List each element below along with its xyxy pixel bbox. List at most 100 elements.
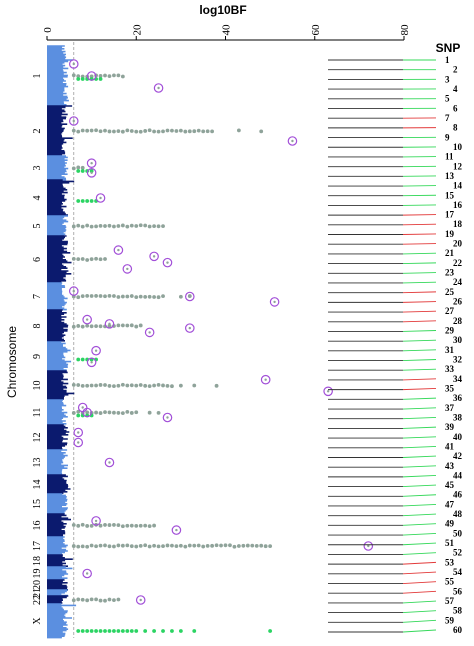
- snp-connector: [402, 281, 437, 284]
- hit-point-gray: [76, 165, 81, 170]
- hit-point-gray: [156, 383, 161, 387]
- snp-connector: [402, 407, 437, 410]
- hit-point-gray: [152, 383, 157, 388]
- snp-label: 55: [445, 577, 455, 587]
- hit-point-gray: [134, 324, 139, 329]
- hit-point-gray: [71, 256, 76, 261]
- hit-point-gray: [138, 323, 143, 328]
- hit-point-green: [120, 629, 125, 633]
- snp-connector-panel: 1234567891011121314151617181920212223242…: [328, 55, 463, 635]
- hit-point-gray: [241, 543, 246, 548]
- hit-point-green: [80, 169, 85, 173]
- hit-point-gray: [254, 543, 259, 548]
- snp-label: 26: [453, 297, 463, 307]
- top-snp-point: [152, 255, 156, 258]
- hit-point-gray: [98, 411, 103, 415]
- chromosome-band-19: [47, 566, 73, 581]
- hit-point-gray: [125, 323, 130, 328]
- hit-point-gray: [134, 224, 139, 228]
- hit-point-gray: [232, 544, 237, 549]
- top-snp-marker: [144, 327, 155, 338]
- hit-point-gray: [120, 294, 125, 299]
- top-snp-point: [94, 349, 98, 352]
- hit-point-gray: [156, 544, 161, 549]
- hit-point-gray: [107, 129, 112, 134]
- chromosome-band-3: [47, 155, 69, 181]
- top-snp-point: [72, 119, 75, 123]
- top-snp-marker: [113, 245, 124, 255]
- hit-point-gray: [89, 257, 94, 262]
- top-snp-point: [90, 162, 93, 165]
- snp-connector: [402, 349, 437, 352]
- hit-point-gray: [80, 597, 85, 602]
- y-axis-title: Chromosome: [5, 326, 19, 398]
- hit-point-gray: [143, 383, 148, 388]
- snp-connector: [402, 426, 437, 429]
- hit-point-gray: [178, 294, 183, 299]
- top-snp-marker: [185, 323, 195, 333]
- hit-point-gray: [147, 410, 152, 415]
- hit-point-gray: [138, 223, 143, 228]
- hit-point-gray: [116, 383, 121, 388]
- hit-point-gray: [120, 382, 125, 387]
- snp-label: 15: [445, 190, 455, 200]
- hit-point-gray: [138, 129, 143, 134]
- chromosome-label: 15: [32, 499, 43, 509]
- top-snp-marker: [149, 251, 159, 262]
- top-snp-marker: [91, 516, 101, 526]
- hit-point-gray: [85, 294, 90, 298]
- chromosome-density: [47, 235, 72, 283]
- top-snp-marker: [95, 193, 106, 203]
- hit-point-gray: [138, 383, 143, 387]
- top-snp-point: [126, 267, 129, 271]
- hit-point-green: [80, 357, 85, 362]
- snp-connector: [402, 465, 437, 468]
- hit-point-gray: [98, 257, 103, 262]
- chromosome-band-21: [47, 589, 68, 597]
- hit-point-gray: [143, 294, 148, 299]
- hit-point-gray: [94, 128, 98, 133]
- snp-label: 11: [445, 152, 454, 162]
- hit-point-gray: [138, 543, 143, 548]
- chromosome-density: [47, 474, 71, 494]
- hit-point-gray: [98, 383, 103, 387]
- hit-point-gray: [80, 128, 85, 133]
- hit-point-gray: [259, 129, 264, 134]
- chromosome-label: 21: [32, 588, 43, 598]
- snp-connector: [402, 204, 437, 206]
- top-snp-point: [90, 361, 93, 364]
- snp-connector: [402, 233, 437, 235]
- hit-point-gray: [183, 544, 188, 549]
- hit-point-gray: [259, 543, 264, 548]
- snp-label: 28: [453, 316, 463, 326]
- hit-point-gray: [76, 295, 81, 300]
- chromosome-label: 6: [32, 257, 43, 262]
- hit-point-gray: [76, 129, 81, 134]
- hit-point-gray: [89, 383, 94, 388]
- hit-point-gray: [71, 411, 76, 415]
- top-snp-marker: [185, 291, 195, 302]
- chromosome-band-14: [47, 474, 71, 494]
- hit-point-gray: [76, 324, 81, 328]
- hit-point-green: [76, 77, 81, 81]
- hit-point-gray: [71, 523, 76, 527]
- hit-point-gray: [71, 224, 76, 229]
- hit-point-gray: [80, 522, 85, 527]
- hit-point-gray: [125, 409, 130, 414]
- hit-point-green: [76, 199, 81, 203]
- hit-point-gray: [103, 598, 107, 603]
- snp-label: 4: [453, 84, 458, 94]
- snp-label: 32: [453, 354, 463, 364]
- chromosome-label: 14: [32, 480, 43, 490]
- x-tick-label: 40: [221, 24, 233, 36]
- hit-point-green: [107, 629, 112, 633]
- top-snp-point: [77, 431, 80, 434]
- hit-point-green: [89, 169, 94, 173]
- hit-point-gray: [228, 543, 232, 548]
- chromosome-density: [47, 449, 68, 475]
- hit-point-gray: [214, 383, 219, 388]
- hit-point-green: [152, 629, 157, 633]
- hit-point-gray: [112, 384, 116, 389]
- hit-point-gray: [125, 224, 130, 229]
- chromosome-density: [47, 105, 73, 156]
